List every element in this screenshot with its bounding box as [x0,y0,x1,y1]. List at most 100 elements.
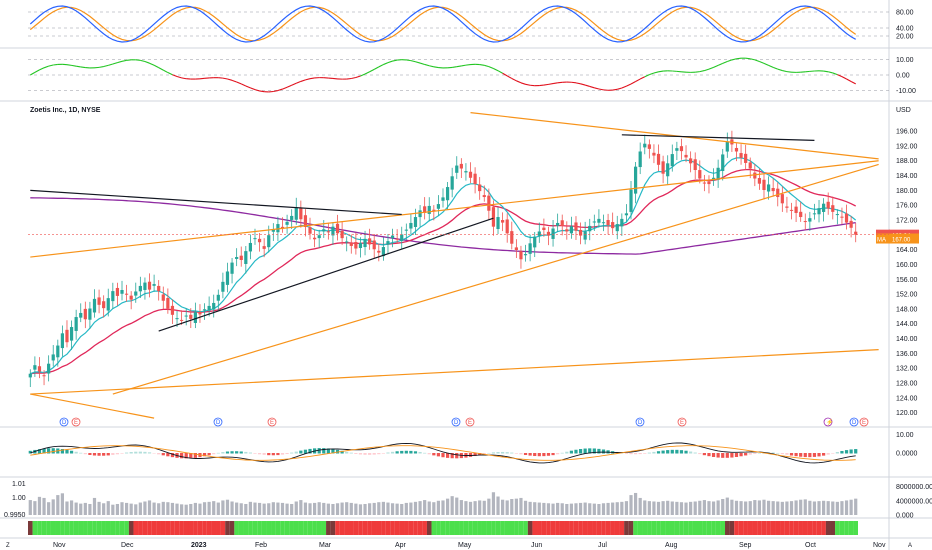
candle-body[interactable] [624,213,629,216]
candle-body[interactable] [569,226,574,234]
candle-body[interactable] [198,311,202,315]
earnings-event-marker[interactable] [71,417,81,427]
candle-body[interactable] [170,305,175,315]
candle-body[interactable] [817,208,821,215]
candle-body[interactable] [633,166,638,194]
black-top-line[interactable] [621,134,815,141]
candle-body[interactable] [840,216,844,218]
candle-body[interactable] [262,246,266,249]
candle-body[interactable] [643,143,647,148]
candle-body[interactable] [514,247,518,250]
candle-body[interactable] [413,217,418,227]
candle-body[interactable] [326,231,330,233]
candle-body[interactable] [418,210,422,218]
candle-body[interactable] [822,203,826,212]
candle-body[interactable] [409,222,413,229]
candle-body[interactable] [546,231,551,236]
candle-body[interactable] [455,165,459,173]
candle-body[interactable] [578,229,583,236]
candle-body[interactable] [725,141,729,152]
candle-body[interactable] [776,188,780,198]
candle-body[interactable] [235,257,239,259]
candle-body[interactable] [441,197,445,201]
dividend-event-marker[interactable] [213,417,223,427]
candle-body[interactable] [225,271,230,285]
candle-body[interactable] [647,144,651,149]
candle-body[interactable] [652,152,656,156]
candle-body[interactable] [592,221,596,223]
candle-body[interactable] [689,158,693,164]
candle-body[interactable] [432,209,436,211]
candle-body[interactable] [175,318,179,320]
candle-body[interactable] [115,287,120,296]
candle-body[interactable] [473,173,477,185]
candle-body[interactable] [60,333,64,349]
candle-body[interactable] [835,214,839,216]
candle-body[interactable] [734,147,739,152]
candle-body[interactable] [601,222,606,224]
candle-body[interactable] [372,240,376,250]
candle-body[interactable] [565,229,569,232]
candle-body[interactable] [363,238,367,248]
candle-body[interactable] [583,231,587,240]
black-resistance-line[interactable] [30,189,402,216]
candle-body[interactable] [271,229,275,232]
candle-body[interactable] [542,227,546,230]
candle-body[interactable] [152,284,156,286]
candle-body[interactable] [849,220,853,228]
candle-body[interactable] [294,207,298,220]
candle-body[interactable] [766,184,771,192]
candle-body[interactable] [134,291,138,296]
candle-body[interactable] [831,205,835,212]
candle-body[interactable] [368,238,372,245]
candle-body[interactable] [276,224,280,233]
candle-body[interactable] [56,345,60,358]
candle-body[interactable] [753,172,757,179]
dividend-event-marker[interactable] [635,417,645,427]
candle-body[interactable] [299,208,303,220]
candle-body[interactable] [762,179,766,190]
orange-short-line[interactable] [30,393,155,419]
candle-body[interactable] [358,242,363,249]
price-pane[interactable]: 196.00 192.00 188.00 184.00 180.00 176.00 172.… [28,111,919,427]
candle-body[interactable] [771,187,775,192]
orange-channel-lower[interactable] [112,163,879,395]
candle-body[interactable] [794,206,798,213]
candle-body[interactable] [716,167,720,180]
candle-body[interactable] [143,282,147,290]
candle-body[interactable] [37,366,42,372]
candle-body[interactable] [707,181,711,185]
momentum-pane[interactable]: 10.00 0.00 -10.00 [28,57,916,95]
candle-body[interactable] [620,218,624,227]
candle-body[interactable] [230,262,234,274]
earnings-event-marker[interactable] [677,417,687,427]
dividend-event-marker[interactable] [59,417,69,427]
candle-body[interactable] [597,218,601,223]
candle-body[interactable] [340,230,344,239]
candle-body[interactable] [533,236,537,248]
candle-body[interactable] [702,182,706,184]
candle-body[interactable] [789,209,794,211]
candle-body[interactable] [280,226,285,229]
candle-body[interactable] [615,224,619,232]
candle-body[interactable] [166,298,170,309]
candle-body[interactable] [267,235,271,248]
candle-body[interactable] [106,298,110,311]
candle-body[interactable] [124,293,129,295]
candle-body[interactable] [496,217,500,230]
candle-body[interactable] [523,254,528,256]
candle-body[interactable] [349,242,353,246]
candle-body[interactable] [698,170,702,179]
candle-body[interactable] [744,153,748,163]
candle-body[interactable] [482,195,486,198]
split-event-marker[interactable] [823,417,833,427]
candle-body[interactable] [803,221,807,223]
candle-body[interactable] [656,153,661,165]
candle-body[interactable] [102,301,106,309]
candle-body[interactable] [670,154,674,167]
candle-body[interactable] [88,308,92,320]
candle-body[interactable] [436,204,441,209]
candle-body[interactable] [556,222,560,226]
candle-body[interactable] [83,308,87,320]
